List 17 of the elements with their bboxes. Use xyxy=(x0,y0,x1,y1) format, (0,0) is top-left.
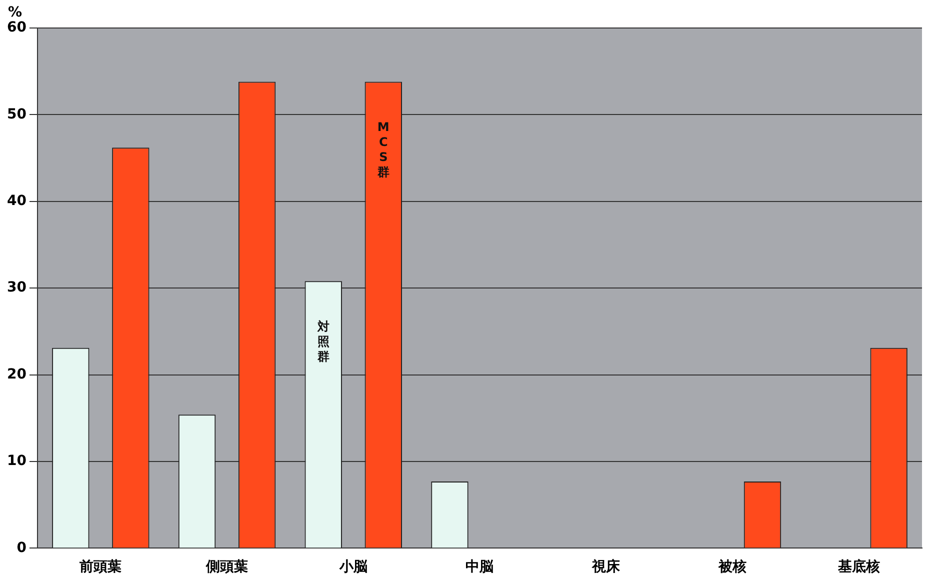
y-tick-label: 60 xyxy=(7,20,27,36)
y-tick-label: 10 xyxy=(7,453,27,470)
x-tick-label: 被核 xyxy=(717,558,746,576)
series-label: 対照群 xyxy=(316,319,330,364)
series-label: MCS群 xyxy=(376,120,390,179)
x-tick-label: 側頭葉 xyxy=(205,559,248,576)
y-tick-label: 50 xyxy=(7,106,27,122)
x-tick-label: 基底核 xyxy=(836,558,880,576)
x-tick-label: 中脳 xyxy=(466,559,494,576)
y-tick-label: 20 xyxy=(7,366,27,382)
y-axis-title: % xyxy=(8,4,22,21)
y-tick-label: 40 xyxy=(7,193,27,210)
x-tick-label: 視床 xyxy=(591,558,622,576)
y-tick-label: 0 xyxy=(16,540,27,556)
y-tick-label: 30 xyxy=(7,280,27,296)
x-tick-label: 小脳 xyxy=(338,559,368,576)
x-tick-label: 前頭葉 xyxy=(78,559,122,576)
